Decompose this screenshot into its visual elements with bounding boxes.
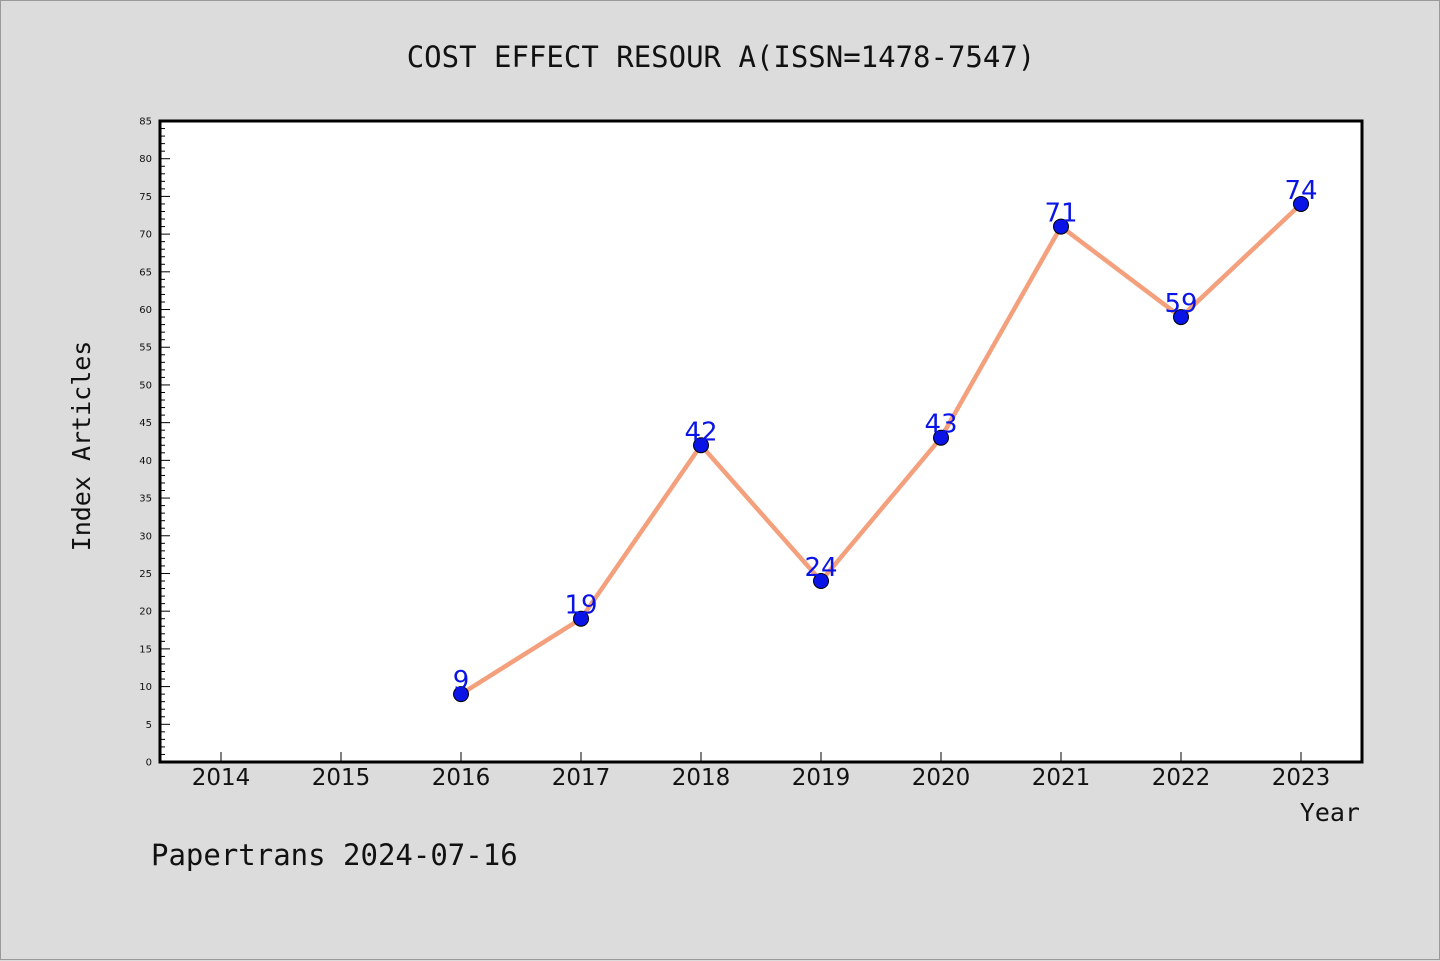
data-label: 19 xyxy=(564,591,597,621)
footer-credit: Papertrans 2024-07-16 xyxy=(151,838,518,872)
y-tick-label: 5 xyxy=(146,720,152,731)
y-tick-label: 45 xyxy=(139,418,152,429)
x-axis-title: Year xyxy=(1300,798,1360,827)
x-tick-label: 2018 xyxy=(672,765,731,791)
y-tick-label: 15 xyxy=(139,644,152,655)
y-tick-label: 25 xyxy=(139,569,152,580)
y-axis-ticks: 0 5 10 15 20 25 30 35 40 45 50 55 60 65 70 75 80 85 xyxy=(139,117,170,769)
x-tick-label: 2022 xyxy=(1152,765,1211,791)
data-label: 42 xyxy=(684,417,717,447)
y-tick-label: 75 xyxy=(139,192,152,203)
y-tick-label: 0 xyxy=(146,758,152,769)
data-label: 59 xyxy=(1164,289,1197,319)
series-layer: 9 19 42 24 43 71 59 74 xyxy=(453,176,1318,703)
data-point xyxy=(1053,218,1069,235)
x-tick-label: 2019 xyxy=(792,765,851,791)
data-label: 74 xyxy=(1284,176,1317,206)
data-label: 24 xyxy=(804,553,837,583)
y-tick-label: 70 xyxy=(139,230,152,241)
y-tick-label: 40 xyxy=(139,456,152,467)
data-point xyxy=(813,573,829,590)
y-tick-label: 55 xyxy=(139,343,152,354)
y-tick-label: 65 xyxy=(139,267,152,278)
plot-area xyxy=(158,119,1364,764)
data-point xyxy=(933,429,949,446)
y-tick-label: 10 xyxy=(139,682,152,693)
data-point xyxy=(1293,195,1309,212)
data-point xyxy=(693,437,709,454)
y-tick-label: 60 xyxy=(139,305,152,316)
data-point xyxy=(453,686,469,703)
data-label: 71 xyxy=(1044,199,1077,229)
y-tick-label: 30 xyxy=(139,531,152,542)
chart-title: COST EFFECT RESOUR A(ISSN=1478-7547) xyxy=(407,40,1036,74)
x-tick-label: 2017 xyxy=(552,765,611,791)
x-tick-label: 2014 xyxy=(192,765,251,791)
x-tick-label: 2015 xyxy=(312,765,371,791)
x-axis-ticks: 2014 2015 2016 2017 2018 2019 2020 2021 2022 2023 xyxy=(192,752,1331,791)
x-tick-label: 2023 xyxy=(1272,765,1331,791)
x-tick-label: 2020 xyxy=(912,765,971,791)
data-label: 43 xyxy=(924,410,957,440)
x-tick-label: 2016 xyxy=(432,765,491,791)
data-point xyxy=(1173,309,1189,326)
y-tick-label: 85 xyxy=(139,117,152,128)
series-line xyxy=(458,201,1304,697)
y-tick-label: 35 xyxy=(139,494,152,505)
data-label: 9 xyxy=(453,666,470,696)
x-tick-label: 2021 xyxy=(1032,765,1091,791)
data-point xyxy=(573,610,589,627)
y-tick-label: 50 xyxy=(139,380,152,391)
y-tick-label: 80 xyxy=(139,154,152,165)
y-tick-label: 20 xyxy=(139,607,152,618)
y-axis-title: Index Articles xyxy=(67,341,96,552)
